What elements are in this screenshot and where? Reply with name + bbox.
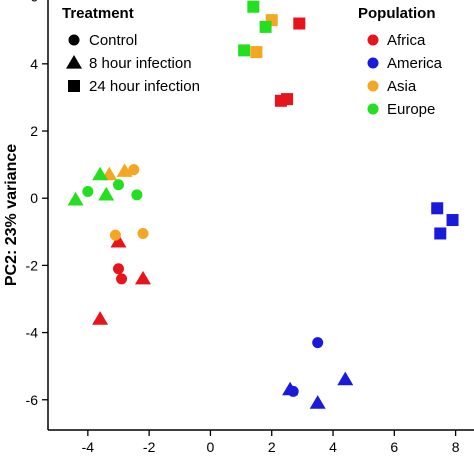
point-america-square [434,227,447,240]
legend-treatment-label: Control [89,32,137,49]
point-america-triangle [282,381,299,396]
legend-population-label: Europe [387,101,435,118]
legend-population-marker [367,103,379,115]
y-ticks: -6 -4 -2 0 2 4 6 [26,0,48,408]
legend-treatment-label: 8 hour infection [89,55,192,72]
point-asia-circle [128,164,140,176]
x-tick-label: -2 [143,439,156,455]
x-tick-label: 0 [207,439,215,455]
x-tick-label: 4 [329,439,337,455]
y-tick-label: -6 [26,392,39,408]
point-europe-triangle [92,166,109,181]
point-europe-square [259,20,272,33]
point-europe-square [247,0,260,13]
legend-population-label: Africa [387,32,426,49]
point-america-triangle [309,395,326,409]
point-europe-circle [112,179,124,191]
data-points [67,0,459,409]
legend-treatment: Treatment Control 8 hour infection 24 hour … [62,5,200,95]
point-europe-circle [82,185,94,197]
point-america-circle [312,337,324,349]
legend-population-label: Asia [387,78,417,95]
legend-treatment-label: 24 hour infection [89,78,200,95]
point-asia-circle [109,229,121,241]
point-africa-triangle [92,311,109,325]
point-africa-triangle [110,233,127,248]
y-tick-label: 2 [30,123,38,139]
point-america-square [431,202,444,215]
x-tick-label: 6 [390,439,398,455]
axes [47,0,474,431]
x-ticks: -4 -2 0 2 4 6 8 [82,430,460,455]
legend-treatment-marker-square [68,80,80,92]
point-europe-square [238,44,251,57]
legend-population-marker [367,80,379,92]
y-tick-label: 0 [30,190,38,206]
x-tick-label: 8 [452,439,460,455]
legend-treatment-marker-triangle [66,55,82,69]
y-tick-label: -2 [26,257,39,273]
point-africa-circle [112,263,124,275]
x-tick-label: -4 [82,439,95,455]
legend-population: Population Africa America Asia Europe [358,5,443,118]
point-europe-circle [131,189,143,201]
point-america-triangle [337,371,354,386]
legend-treatment-marker-circle [68,34,80,46]
point-asia-square [250,46,263,59]
point-europe-triangle [67,191,84,206]
legend-population-marker [367,34,379,46]
point-africa-square [293,17,306,30]
legend-population-label: America [387,55,443,72]
legend-treatment-title: Treatment [62,5,134,22]
point-america-square [446,214,459,227]
point-asia-triangle [116,163,133,177]
y-tick-label: 6 [30,0,38,5]
x-tick-label: 2 [268,439,276,455]
point-africa-triangle [135,270,152,285]
legend-population-title: Population [358,5,436,22]
y-tick-label: 4 [30,56,38,72]
point-africa-square [281,93,294,106]
y-axis-title: PC2: 23% variance [3,144,20,286]
legend-population-marker [367,57,379,69]
point-africa-circle [116,273,128,285]
point-europe-triangle [98,186,115,201]
y-tick-label: -4 [26,325,39,341]
point-asia-circle [137,227,149,239]
